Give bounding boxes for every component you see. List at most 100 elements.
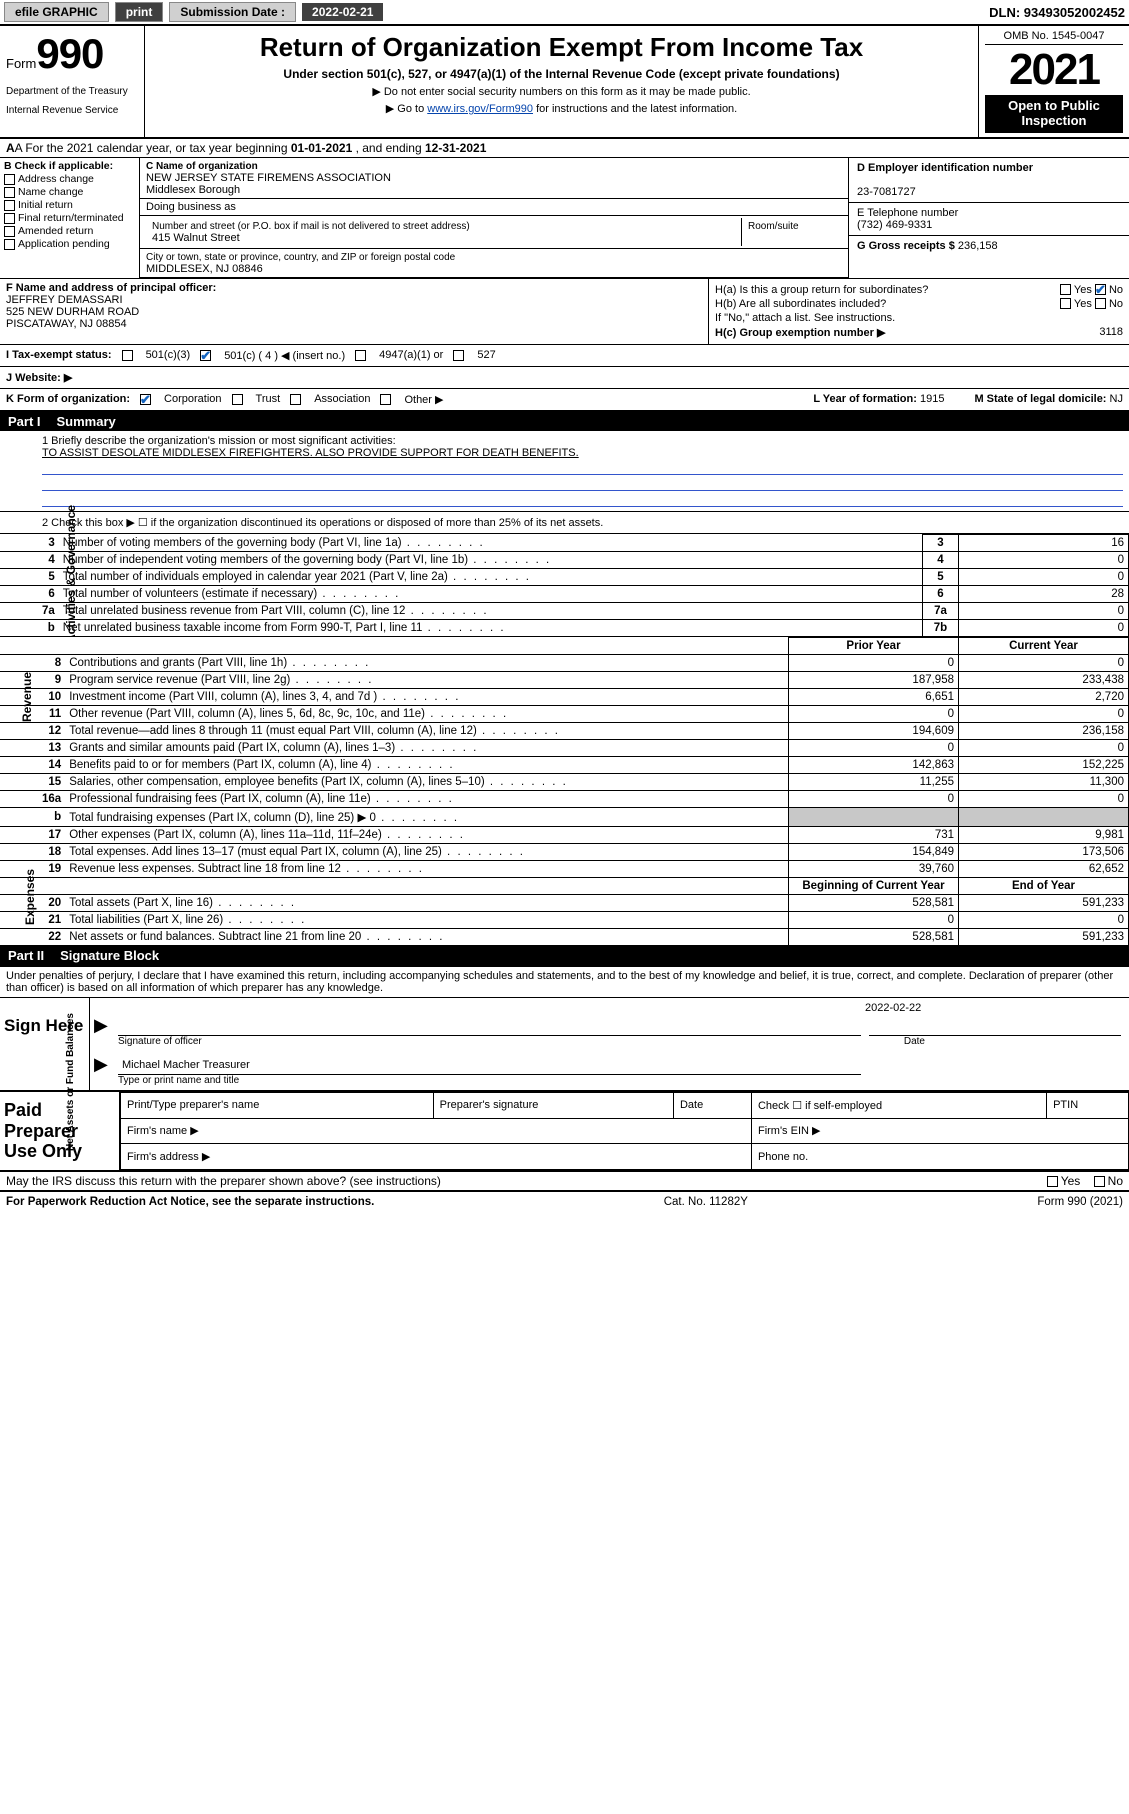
state-domicile: NJ: [1110, 393, 1123, 405]
revenue-section: Revenue Expenses Net Assets or Fund Bala…: [0, 637, 1129, 946]
line-18: 18Total expenses. Add lines 13–17 (must …: [0, 843, 1129, 860]
room-suite-label: Room/suite: [748, 221, 799, 232]
form-subtitle: Under section 501(c), 527, or 4947(a)(1)…: [151, 67, 972, 81]
identity-block: B Check if applicable: Address change Na…: [0, 158, 1129, 279]
col-c-org: C Name of organization NEW JERSEY STATE …: [140, 158, 849, 278]
group-exemption-number: 3118: [1099, 326, 1123, 339]
officer-addr1: 525 NEW DURHAM ROAD: [6, 306, 139, 318]
chk-amended[interactable]: [4, 226, 15, 237]
line-12: 12Total revenue—add lines 8 through 11 (…: [0, 722, 1129, 739]
chk-initial-return[interactable]: [4, 200, 15, 211]
hb-note: If "No," attach a list. See instructions…: [715, 312, 1123, 324]
discuss-with-preparer: May the IRS discuss this return with the…: [0, 1172, 1129, 1191]
officer-signature-line[interactable]: [118, 1014, 861, 1036]
city-state-zip: MIDDLESEX, NJ 08846: [146, 263, 263, 275]
part1-bar: Part I Summary: [0, 412, 1129, 431]
chk-app-pending[interactable]: [4, 239, 15, 250]
line-14: 14Benefits paid to or for members (Part …: [0, 756, 1129, 773]
row-i-tax-status: I Tax-exempt status: 501(c)(3) 501(c) ( …: [0, 345, 1129, 367]
officer-addr2: PISCATAWAY, NJ 08854: [6, 318, 127, 330]
chk-527[interactable]: [453, 350, 464, 361]
part2-bar: Part II Signature Block: [0, 946, 1129, 965]
line-8: 8Contributions and grants (Part VIII, li…: [0, 654, 1129, 671]
row-k-form-org: K Form of organization: Corporation Trus…: [0, 389, 1129, 412]
line-11: 11Other revenue (Part VIII, column (A), …: [0, 705, 1129, 722]
ein-value: 23-7081727: [857, 186, 916, 198]
revenue-expense-table: Prior YearCurrent Year8Contributions and…: [0, 637, 1129, 946]
ha-yes[interactable]: [1060, 284, 1071, 295]
line-16a: 16aProfessional fundraising fees (Part I…: [0, 790, 1129, 807]
form-number: Form990: [6, 30, 138, 78]
hb-no[interactable]: [1095, 298, 1106, 309]
row-j-website: J Website: ▶: [0, 367, 1129, 389]
form-ref: Form 990 (2021): [1037, 1196, 1123, 1208]
activities-governance-section: Activities & Governance 2 Check this box…: [0, 512, 1129, 637]
chk-other[interactable]: [380, 394, 391, 405]
omb-number: OMB No. 1545-0047: [985, 30, 1123, 45]
gov-row-3: 3Number of voting members of the governi…: [0, 534, 1129, 551]
page-footer: For Paperwork Reduction Act Notice, see …: [0, 1191, 1129, 1212]
discuss-no[interactable]: [1094, 1176, 1105, 1187]
ha-no[interactable]: [1095, 284, 1106, 295]
irs-link[interactable]: www.irs.gov/Form990: [427, 103, 533, 115]
chk-assoc[interactable]: [290, 394, 301, 405]
agency-line1: Department of the Treasury: [6, 86, 138, 97]
gov-row-5: 5Total number of individuals employed in…: [0, 568, 1129, 585]
perjury-declaration: Under penalties of perjury, I declare th…: [0, 967, 1129, 998]
line-21: 21Total liabilities (Part X, line 26)00: [0, 911, 1129, 928]
chk-address-change[interactable]: [4, 174, 15, 185]
form-title: Return of Organization Exempt From Incom…: [151, 32, 972, 63]
paid-preparer-block: Paid Preparer Use Only Print/Type prepar…: [0, 1092, 1129, 1172]
efile-topbar: efile GRAPHIC print Submission Date : 20…: [0, 0, 1129, 26]
governance-table: 3Number of voting members of the governi…: [0, 534, 1129, 637]
officer-name: JEFFREY DEMASSARI: [6, 294, 123, 306]
row-a-tax-year: AA For the 2021 calendar year, or tax ye…: [0, 139, 1129, 158]
org-name-2: Middlesex Borough: [146, 184, 240, 196]
telephone-value: (732) 469-9331: [857, 219, 932, 231]
print-button[interactable]: print: [115, 2, 164, 22]
chk-501c[interactable]: [200, 350, 211, 361]
line-b: bTotal fundraising expenses (Part IX, co…: [0, 807, 1129, 826]
mission-text: TO ASSIST DESOLATE MIDDLESEX FIREFIGHTER…: [42, 447, 1123, 459]
ssn-note: ▶ Do not enter social security numbers o…: [151, 85, 972, 98]
open-to-public: Open to PublicInspection: [985, 95, 1123, 133]
line-20: 20Total assets (Part X, line 16)528,5815…: [0, 894, 1129, 911]
hb-yes[interactable]: [1060, 298, 1071, 309]
gov-row-7b: bNet unrelated business taxable income f…: [0, 619, 1129, 636]
goto-note: ▶ Go to www.irs.gov/Form990 for instruct…: [151, 102, 972, 115]
chk-4947[interactable]: [355, 350, 366, 361]
gov-row-4: 4Number of independent voting members of…: [0, 551, 1129, 568]
line-15: 15Salaries, other compensation, employee…: [0, 773, 1129, 790]
line-9: 9Program service revenue (Part VIII, lin…: [0, 671, 1129, 688]
line-22: 22Net assets or fund balances. Subtract …: [0, 928, 1129, 945]
org-name-1: NEW JERSEY STATE FIREMENS ASSOCIATION: [146, 172, 391, 184]
discuss-yes[interactable]: [1047, 1176, 1058, 1187]
line-13: 13Grants and similar amounts paid (Part …: [0, 739, 1129, 756]
signature-date: 2022-02-22: [865, 1002, 921, 1014]
line-10: 10Investment income (Part VIII, column (…: [0, 688, 1129, 705]
officer-printed-name: Michael Macher Treasurer: [122, 1059, 250, 1071]
chk-corp[interactable]: [140, 394, 151, 405]
agency-line2: Internal Revenue Service: [6, 105, 138, 116]
col-d-right: D Employer identification number 23-7081…: [849, 158, 1129, 278]
signature-block: Under penalties of perjury, I declare th…: [0, 965, 1129, 1092]
catalog-number: Cat. No. 11282Y: [664, 1196, 748, 1208]
sign-here-label: Sign Here: [0, 998, 90, 1090]
form-header: Form990 Department of the Treasury Inter…: [0, 26, 1129, 139]
line-19: 19Revenue less expenses. Subtract line 1…: [0, 860, 1129, 877]
dba-label: Doing business as: [146, 201, 236, 213]
gross-receipts-value: 236,158: [958, 240, 998, 252]
street-address: 415 Walnut Street: [152, 232, 240, 244]
submission-date-label: Submission Date :: [169, 2, 296, 22]
year-formation: 1915: [920, 393, 944, 405]
gov-row-7a: 7aTotal unrelated business revenue from …: [0, 602, 1129, 619]
gov-row-6: 6Total number of volunteers (estimate if…: [0, 585, 1129, 602]
line-2-discontinued: 2 Check this box ▶ ☐ if the organization…: [0, 512, 1129, 534]
line-17: 17Other expenses (Part IX, column (A), l…: [0, 826, 1129, 843]
chk-501c3[interactable]: [122, 350, 133, 361]
chk-name-change[interactable]: [4, 187, 15, 198]
mission-block: 1 Briefly describe the organization's mi…: [0, 431, 1129, 512]
chk-trust[interactable]: [232, 394, 243, 405]
chk-final-return[interactable]: [4, 213, 15, 224]
efile-graphic-label: efile GRAPHIC: [4, 2, 109, 22]
